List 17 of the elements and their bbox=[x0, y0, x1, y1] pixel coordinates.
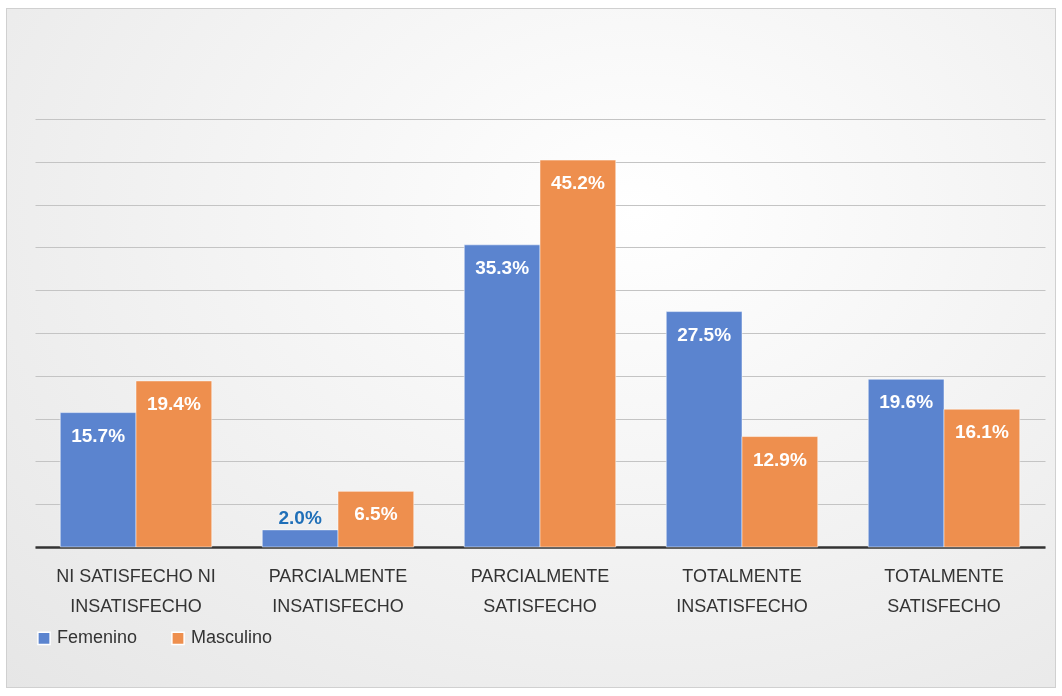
data-label: 27.5% bbox=[677, 323, 732, 345]
data-label: 19.4% bbox=[146, 392, 201, 414]
data-label: 19.6% bbox=[879, 391, 934, 413]
x-tick-label: PARCIALMENTE INSATISFECHO bbox=[268, 565, 408, 616]
x-tick-label: TOTALMENTE INSATISFECHO bbox=[676, 565, 808, 616]
data-label: 12.9% bbox=[752, 448, 807, 470]
data-label: 45.2% bbox=[550, 172, 605, 194]
x-tick-label: NI SATISFECHO NI INSATISFECHO bbox=[56, 565, 216, 616]
x-tick-label: PARCIALMENTE SATISFECHO bbox=[470, 565, 610, 616]
data-label: 16.1% bbox=[954, 421, 1009, 443]
data-label: 35.3% bbox=[475, 256, 530, 278]
x-tick-label: TOTALMENTE SATISFECHO bbox=[884, 565, 1004, 616]
data-label: 6.5% bbox=[354, 503, 398, 525]
data-label: 2.0% bbox=[278, 506, 322, 528]
data-label: 15.7% bbox=[71, 424, 126, 446]
legend-label: Femenino bbox=[57, 627, 138, 648]
legend-label: Masculino bbox=[191, 627, 273, 648]
